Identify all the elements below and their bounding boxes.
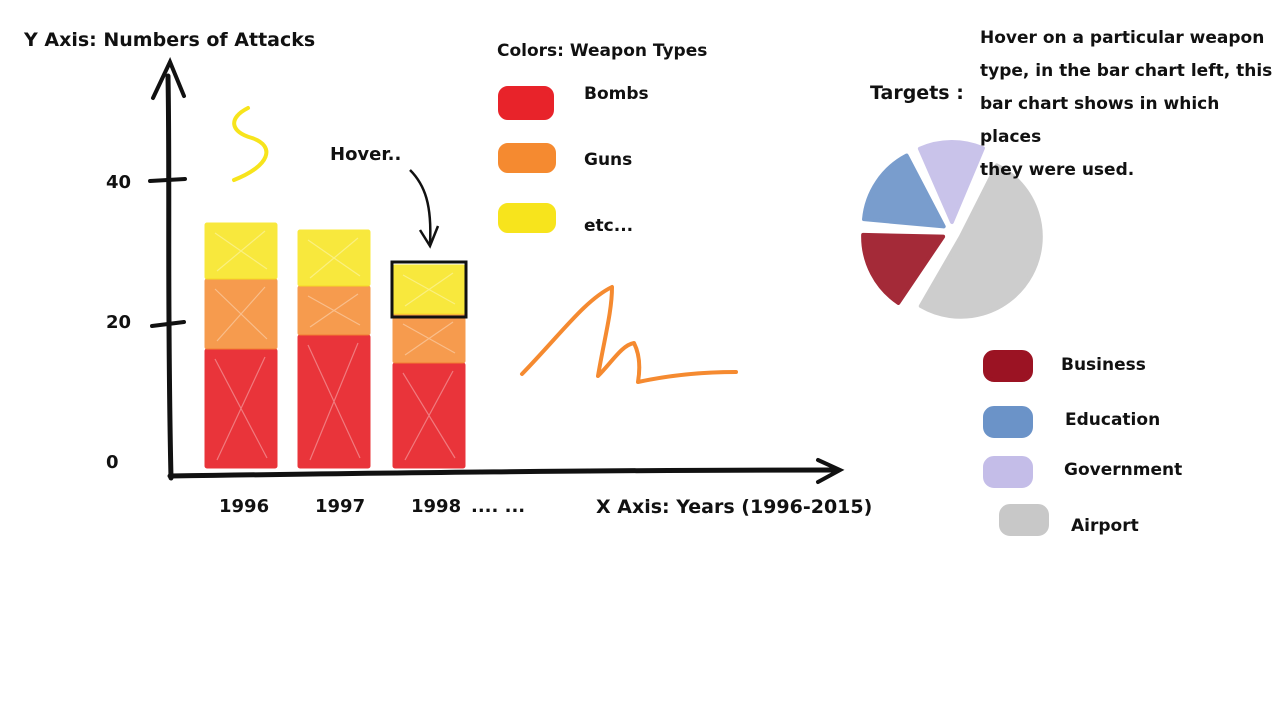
pie-slice-government[interactable]	[917, 140, 985, 224]
x-label-1997: 1997	[315, 496, 366, 517]
target-swatch-business	[983, 350, 1033, 382]
y-tick-40	[148, 177, 187, 183]
bar-1996-bombs[interactable]	[204, 348, 278, 469]
bar-1998-bombs[interactable]	[392, 362, 466, 469]
y-tick-label-0: 0	[106, 452, 119, 473]
bar-scribble	[307, 293, 361, 328]
weapon-legend-swatches	[498, 86, 556, 233]
bar-scribble	[402, 321, 456, 356]
y-axis-line	[165, 73, 174, 481]
pie-slice-airport[interactable]	[918, 163, 1043, 319]
colors-legend-title: Colors: Weapon Types	[497, 41, 708, 61]
target-label-government: Government	[1064, 460, 1183, 480]
bar-scribble	[402, 272, 456, 307]
x-ellipsis: .... ...	[471, 496, 526, 517]
bar-1997-bombs[interactable]	[297, 334, 371, 469]
y-tick-20	[150, 320, 186, 328]
bar-scribble	[402, 370, 456, 461]
bar-1998-etc[interactable]	[392, 264, 466, 315]
targets-title: Targets :	[870, 82, 964, 104]
swatch-bombs[interactable]	[498, 86, 554, 120]
hover-arrow	[409, 169, 432, 245]
target-label-education: Education	[1065, 410, 1161, 430]
x-axis-line	[167, 467, 841, 479]
hover-instruction-note: Hover on a particular weapon type, in th…	[980, 22, 1280, 187]
y-axis-arrowhead	[151, 57, 186, 100]
x-axis-arrowhead	[816, 458, 845, 484]
hover-arrowhead	[418, 225, 440, 249]
pie-slice-education[interactable]	[862, 153, 946, 229]
bar-scribble	[214, 230, 268, 272]
y-axis-label: Y Axis: Numbers of Attacks	[24, 29, 316, 51]
target-label-airport: Airport	[1071, 516, 1139, 536]
legend-label-etc[interactable]: etc...	[584, 216, 634, 236]
bar-1998-guns[interactable]	[392, 313, 466, 364]
target-swatch-government	[983, 456, 1033, 488]
yellow-squiggle	[232, 106, 269, 182]
bar-group	[204, 222, 468, 469]
x-axis-label: X Axis: Years (1996-2015)	[596, 496, 873, 518]
note-line-3: bar chart shows in which places	[980, 94, 1220, 147]
y-tick-label-20: 20	[106, 312, 132, 333]
x-label-1998: 1998	[411, 496, 462, 517]
target-pie-chart	[861, 140, 1043, 319]
bar-scribble	[307, 237, 361, 279]
bar-1997-guns[interactable]	[297, 285, 371, 336]
orange-line-sketch	[520, 285, 738, 384]
note-line-1: Hover on a particular weapon	[980, 28, 1265, 48]
x-label-1996: 1996	[219, 496, 270, 517]
bar-scribble	[307, 342, 361, 461]
hover-label: Hover..	[330, 144, 402, 165]
y-tick-label-40: 40	[106, 172, 132, 193]
bar-scribble	[214, 286, 268, 342]
target-legend-swatches	[983, 350, 1049, 536]
target-label-business: Business	[1061, 355, 1146, 375]
legend-label-guns[interactable]: Guns	[584, 150, 633, 170]
bar-scribble	[214, 356, 268, 461]
target-swatch-airport	[999, 504, 1049, 536]
bar-1996-guns[interactable]	[204, 278, 278, 350]
hover-highlight-box	[390, 260, 468, 319]
target-swatch-education	[983, 406, 1033, 438]
swatch-etc[interactable]	[498, 203, 556, 233]
note-line-2: type, in the bar chart left, this	[980, 61, 1273, 81]
bar-1996-etc[interactable]	[204, 222, 278, 280]
note-line-4: they were used.	[980, 160, 1135, 180]
bar-1997-etc[interactable]	[297, 229, 371, 287]
legend-label-bombs[interactable]: Bombs	[584, 84, 649, 104]
swatch-guns[interactable]	[498, 143, 556, 173]
pie-slice-business[interactable]	[861, 232, 946, 305]
